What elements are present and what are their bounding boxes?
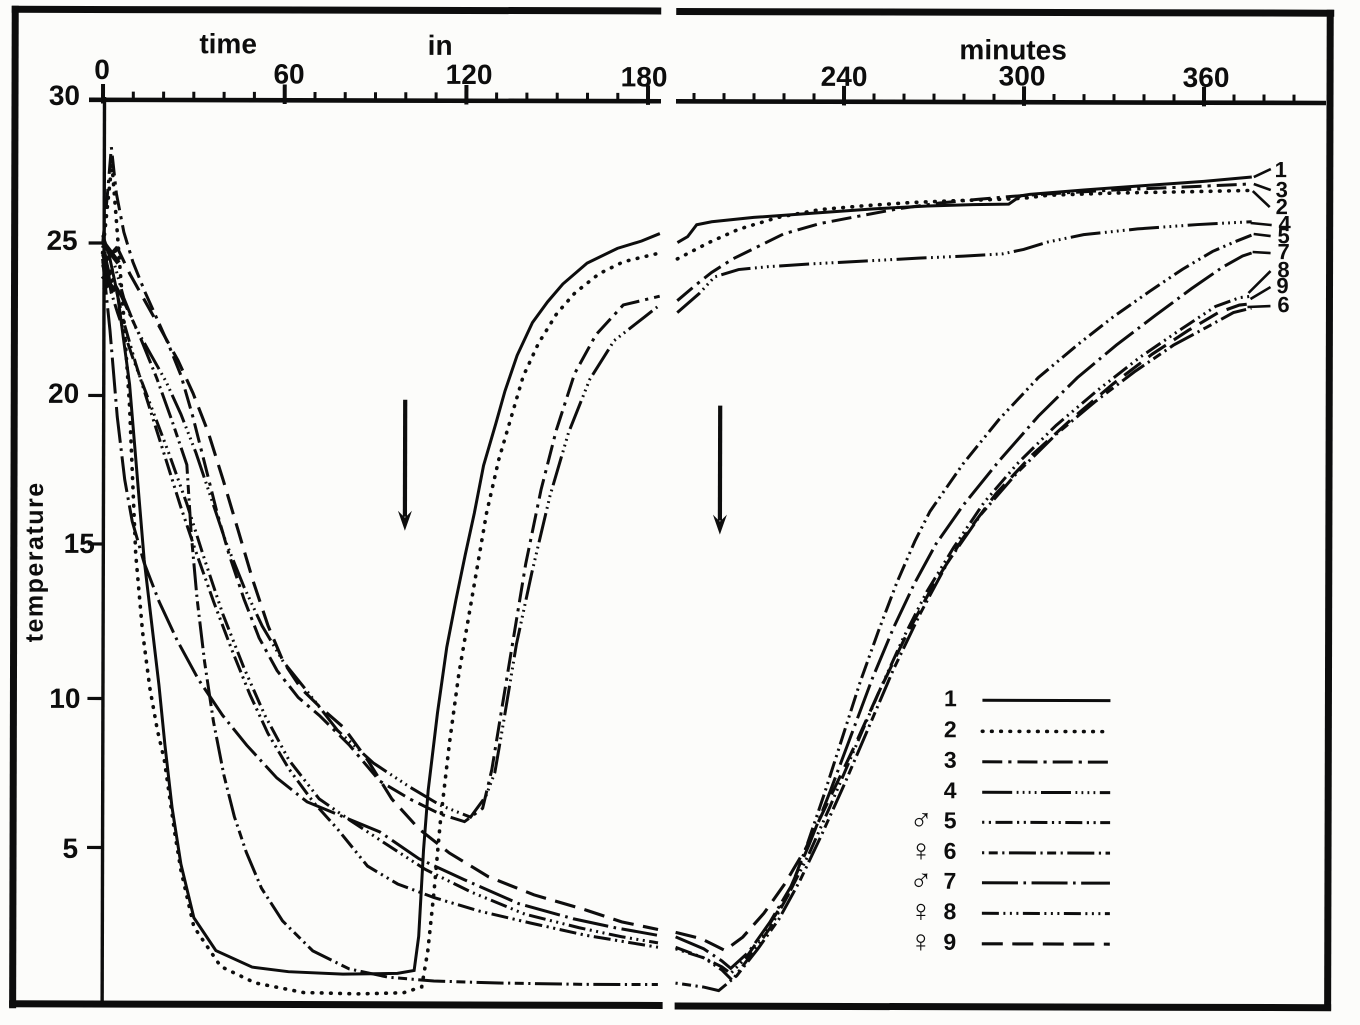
svg-text:8: 8 (943, 898, 956, 924)
svg-text:in: in (428, 30, 453, 61)
svg-text:1: 1 (1275, 157, 1287, 182)
svg-text:3: 3 (1276, 177, 1288, 202)
svg-text:6: 6 (1277, 292, 1289, 317)
svg-text:30: 30 (49, 80, 80, 111)
svg-text:15: 15 (64, 528, 95, 559)
svg-text:2: 2 (944, 716, 957, 742)
svg-text:7: 7 (1277, 239, 1289, 264)
svg-text:♂: ♂ (909, 862, 932, 897)
svg-text:60: 60 (273, 58, 304, 89)
svg-text:9: 9 (1276, 273, 1288, 298)
svg-text:6: 6 (944, 838, 957, 864)
svg-text:time: time (199, 28, 257, 59)
svg-text:♀: ♀ (909, 893, 932, 928)
svg-text:8: 8 (1277, 257, 1289, 282)
svg-text:minutes: minutes (959, 34, 1066, 65)
svg-text:120: 120 (446, 59, 493, 90)
svg-text:180: 180 (621, 61, 668, 92)
svg-text:♀: ♀ (909, 924, 932, 959)
svg-text:4: 4 (944, 777, 957, 803)
svg-text:360: 360 (1183, 62, 1230, 93)
svg-text:300: 300 (999, 60, 1046, 91)
svg-text:♂: ♂ (909, 801, 932, 836)
svg-text:2: 2 (1276, 194, 1288, 219)
svg-text:9: 9 (943, 929, 956, 955)
svg-text:7: 7 (944, 868, 957, 894)
svg-text:5: 5 (1277, 223, 1289, 248)
svg-text:5: 5 (62, 833, 78, 864)
svg-text:temperature: temperature (21, 481, 49, 642)
svg-text:20: 20 (48, 378, 79, 409)
svg-text:3: 3 (944, 747, 957, 773)
svg-text:4: 4 (1279, 211, 1292, 236)
svg-text:5: 5 (944, 807, 957, 833)
svg-text:0: 0 (94, 54, 110, 85)
svg-text:♀: ♀ (909, 833, 932, 868)
svg-text:10: 10 (49, 683, 80, 714)
svg-text:25: 25 (46, 225, 77, 256)
svg-text:1: 1 (944, 685, 957, 711)
svg-text:240: 240 (821, 61, 868, 92)
